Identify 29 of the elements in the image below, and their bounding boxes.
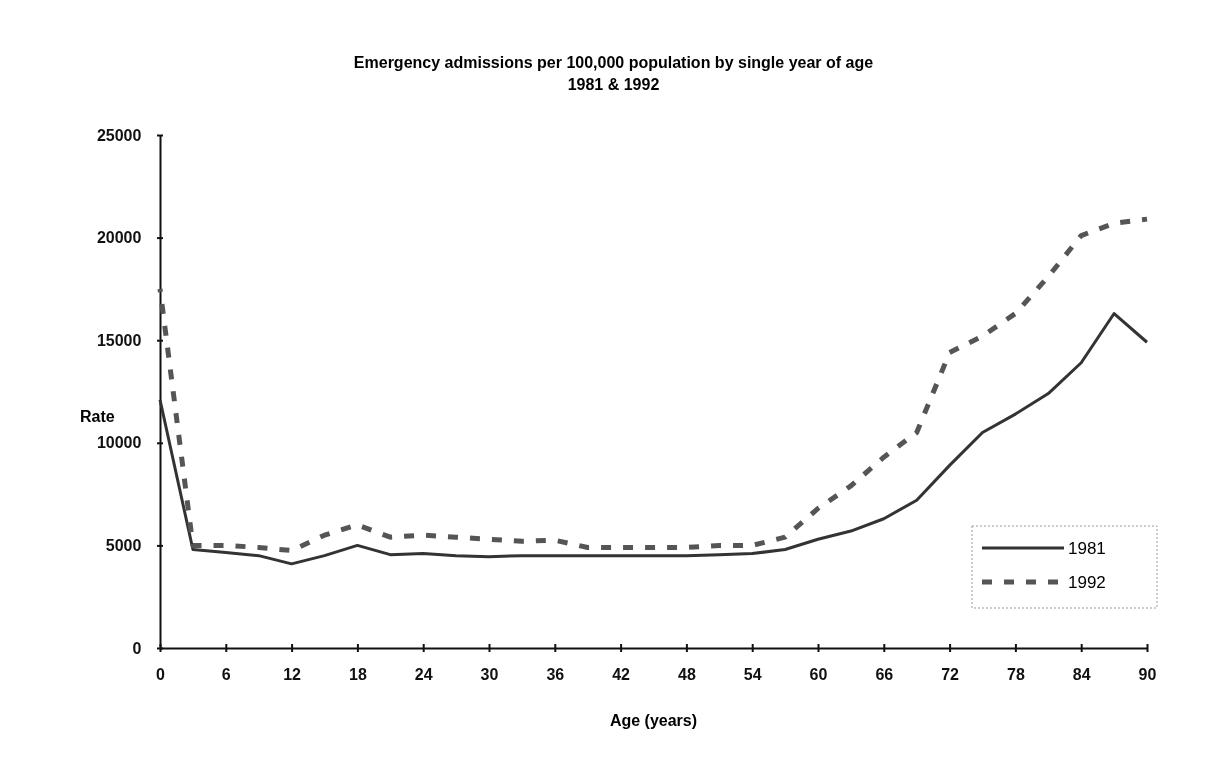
x-tick-label: 6 <box>221 665 231 683</box>
x-tick-label: 36 <box>546 665 565 683</box>
x-tick-label: 24 <box>414 665 433 683</box>
chart-subtitle: 1981 & 1992 <box>567 76 660 93</box>
x-tick-label: 72 <box>941 665 960 683</box>
line-series <box>158 312 1149 566</box>
y-tick-label: 25000 <box>96 126 142 144</box>
x-tick-label: 30 <box>480 665 499 683</box>
y-tick-label: 0 <box>132 639 142 657</box>
legend-label: 1981 <box>1068 539 1106 558</box>
x-tick-label: 12 <box>283 665 302 683</box>
x-tick-label: 84 <box>1072 665 1091 683</box>
x-tick-label: 18 <box>349 665 367 683</box>
y-tick-label: 5000 <box>105 537 142 555</box>
x-tick-label: 42 <box>612 665 631 683</box>
x-tick-label: 54 <box>743 665 762 683</box>
x-tick-label: 48 <box>678 665 696 683</box>
y-tick-label: 10000 <box>96 434 142 452</box>
y-tick-label: 20000 <box>96 229 142 247</box>
chart-title: Emergency admissions per 100,000 population by single year of age <box>353 54 874 71</box>
legend-label: 1992 <box>1068 573 1106 592</box>
y-axis-title: Rate <box>80 407 115 425</box>
x-tick-label: 90 <box>1138 665 1157 683</box>
x-tick-label: 0 <box>156 665 166 683</box>
x-axis-title: Age (years) <box>609 712 698 729</box>
x-tick-label: 60 <box>809 665 828 683</box>
y-tick-label: 15000 <box>96 331 142 349</box>
x-tick-label: 78 <box>1007 665 1025 683</box>
x-tick-label: 66 <box>875 665 894 683</box>
